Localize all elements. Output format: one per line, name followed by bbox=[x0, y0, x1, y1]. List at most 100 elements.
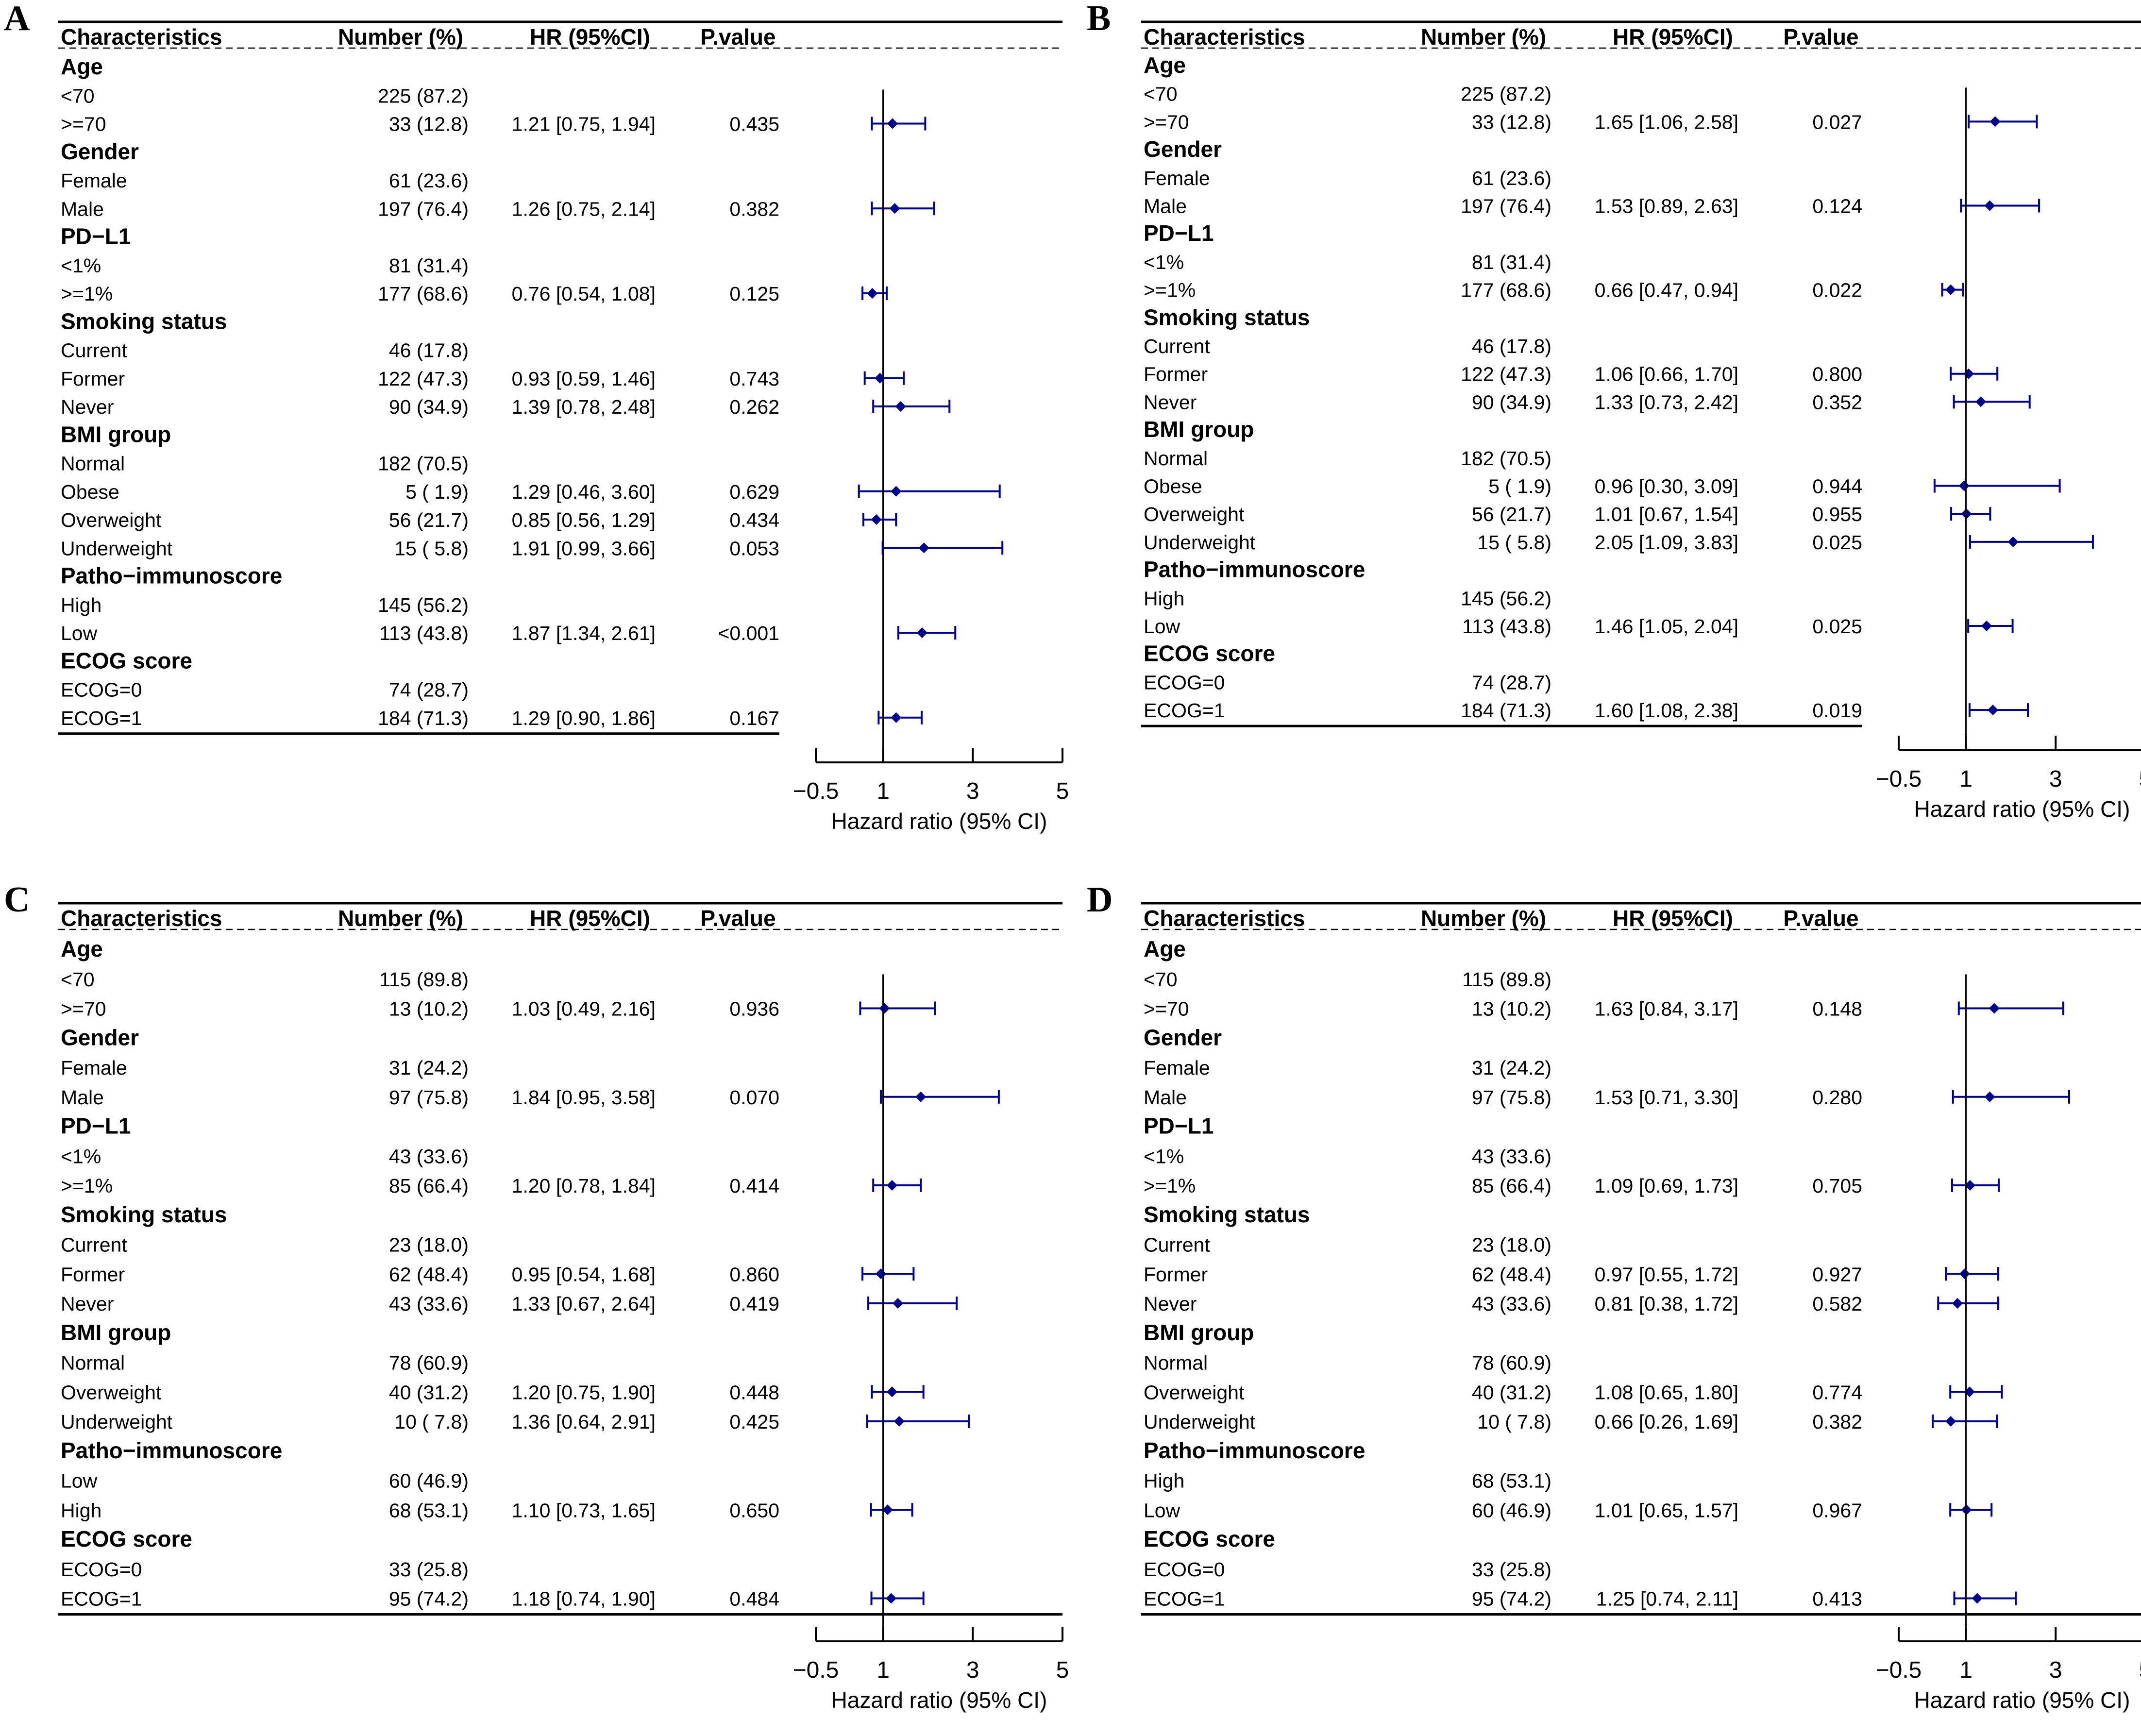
pvalue-cell: 0.019 bbox=[1812, 699, 1862, 722]
column-header: HR (95%CI) bbox=[530, 24, 650, 50]
pvalue-cell: 0.774 bbox=[1812, 1381, 1862, 1403]
number-cell: 81 (31.4) bbox=[389, 254, 469, 277]
hr-cell: 1.01 [0.65, 1.57] bbox=[1595, 1499, 1738, 1521]
group-label: PD−L1 bbox=[1144, 220, 1214, 246]
number-cell: 85 (66.4) bbox=[1472, 1175, 1551, 1197]
number-cell: 40 (31.2) bbox=[389, 1381, 469, 1403]
row-label: Never bbox=[1144, 1293, 1197, 1315]
group-label: BMI group bbox=[1144, 1320, 1254, 1345]
pvalue-cell: 0.025 bbox=[1812, 531, 1862, 554]
row-label: Current bbox=[1144, 1234, 1210, 1256]
column-header: Number (%) bbox=[338, 24, 463, 50]
x-axis-label: Hazard ratio (95% CI) bbox=[831, 809, 1047, 834]
number-cell: 46 (17.8) bbox=[1472, 335, 1551, 357]
number-cell: 31 (24.2) bbox=[389, 1057, 469, 1079]
hr-point bbox=[887, 118, 898, 129]
hr-cell: 1.26 [0.75, 2.14] bbox=[512, 198, 656, 220]
pvalue-cell: 0.936 bbox=[729, 998, 779, 1020]
group-label: Gender bbox=[1144, 1025, 1222, 1050]
row-label: Female bbox=[1144, 167, 1210, 189]
hr-cell: 0.76 [0.54, 1.08] bbox=[512, 283, 656, 305]
group-label: ECOG score bbox=[1144, 641, 1275, 666]
group-label: Smoking status bbox=[61, 308, 227, 334]
hr-cell: 1.20 [0.78, 1.84] bbox=[512, 1175, 656, 1197]
row-label: Male bbox=[1144, 1086, 1187, 1109]
row-label: Male bbox=[61, 1086, 104, 1109]
hr-point bbox=[1945, 1416, 1956, 1427]
column-header: HR (95%CI) bbox=[1613, 24, 1733, 50]
hr-point bbox=[871, 514, 882, 525]
number-cell: 95 (74.2) bbox=[389, 1588, 469, 1610]
hr-point bbox=[915, 1091, 927, 1102]
row-label: <70 bbox=[61, 84, 95, 107]
number-cell: 68 (53.1) bbox=[389, 1499, 469, 1521]
pvalue-cell: 0.743 bbox=[729, 368, 779, 390]
row-label: ECOG=0 bbox=[1144, 671, 1225, 693]
row-label: Low bbox=[61, 1470, 98, 1492]
number-cell: 78 (60.9) bbox=[389, 1352, 469, 1374]
group-label: ECOG score bbox=[61, 1526, 192, 1551]
panel-letter: A bbox=[4, 0, 30, 38]
forest-panel-b: B Characteristics Number (%) HR (95%CI) P.va… bbox=[1087, 0, 2141, 822]
number-cell: 43 (33.6) bbox=[1472, 1145, 1551, 1167]
pvalue-cell: 0.025 bbox=[1812, 615, 1862, 638]
hr-cell: 1.39 [0.78, 2.48] bbox=[512, 396, 656, 418]
pvalue-cell: 0.280 bbox=[1812, 1086, 1862, 1109]
x-tick-label: 3 bbox=[2049, 766, 2062, 792]
row-label: Male bbox=[61, 198, 104, 220]
row-label: <1% bbox=[61, 254, 101, 277]
hr-point bbox=[1952, 1298, 1963, 1309]
group-label: Patho−immunoscore bbox=[1144, 1438, 1365, 1463]
row-label: <1% bbox=[1144, 1145, 1184, 1167]
hr-point bbox=[879, 1003, 890, 1014]
number-cell: 145 (56.2) bbox=[1461, 587, 1551, 609]
number-cell: 61 (23.6) bbox=[389, 169, 469, 192]
x-tick-label: 5 bbox=[1056, 1657, 1069, 1683]
x-tick-label: 1 bbox=[1959, 766, 1972, 792]
row-label: ECOG=1 bbox=[61, 707, 142, 729]
pvalue-cell: 0.414 bbox=[729, 1175, 779, 1197]
number-cell: 62 (48.4) bbox=[1472, 1263, 1551, 1285]
hr-point bbox=[893, 1298, 904, 1309]
number-cell: 115 (89.8) bbox=[379, 968, 469, 991]
group-label: PD−L1 bbox=[61, 224, 131, 249]
pvalue-cell: 0.125 bbox=[729, 283, 779, 305]
row-label: Female bbox=[61, 1057, 127, 1079]
group-label: PD−L1 bbox=[61, 1113, 131, 1139]
row-label: Low bbox=[1144, 615, 1180, 638]
group-label: Smoking status bbox=[1144, 304, 1310, 330]
hr-cell: 0.96 [0.30, 3.09] bbox=[1595, 475, 1738, 498]
number-cell: 95 (74.2) bbox=[1472, 1588, 1551, 1610]
row-label: Current bbox=[61, 1234, 127, 1256]
number-cell: 33 (25.8) bbox=[1472, 1558, 1551, 1581]
row-label: Former bbox=[1144, 363, 1208, 386]
hr-cell: 0.97 [0.55, 1.72] bbox=[1595, 1263, 1738, 1285]
row-label: <1% bbox=[61, 1145, 101, 1167]
hr-point bbox=[1975, 396, 1987, 407]
group-label: ECOG score bbox=[61, 648, 192, 673]
number-cell: 182 (70.5) bbox=[378, 453, 469, 475]
pvalue-cell: 0.027 bbox=[1812, 111, 1862, 133]
column-header: Characteristics bbox=[61, 24, 222, 50]
hr-cell: 1.36 [0.64, 2.91] bbox=[512, 1411, 656, 1433]
number-cell: 23 (18.0) bbox=[389, 1234, 469, 1256]
number-cell: 5 ( 1.9) bbox=[1488, 475, 1551, 498]
row-label: ECOG=1 bbox=[1144, 1588, 1225, 1610]
hr-cell: 1.10 [0.73, 1.65] bbox=[512, 1499, 656, 1521]
hr-point bbox=[889, 203, 900, 214]
number-cell: 97 (75.8) bbox=[389, 1086, 469, 1109]
hr-point bbox=[886, 1593, 897, 1604]
group-label: Patho−immunoscore bbox=[61, 1438, 282, 1463]
number-cell: 115 (89.8) bbox=[1462, 968, 1551, 991]
group-label: PD−L1 bbox=[1144, 1113, 1214, 1139]
number-cell: 74 (28.7) bbox=[389, 679, 469, 701]
row-label: High bbox=[1144, 587, 1184, 609]
hr-cell: 1.91 [0.99, 3.66] bbox=[512, 537, 656, 559]
pvalue-cell: 0.382 bbox=[729, 198, 779, 220]
column-header: HR (95%CI) bbox=[1613, 906, 1733, 931]
number-cell: 40 (31.2) bbox=[1472, 1381, 1551, 1403]
hr-cell: 1.84 [0.95, 3.58] bbox=[512, 1086, 656, 1109]
hr-point bbox=[887, 1386, 898, 1398]
number-cell: 197 (76.4) bbox=[378, 198, 469, 220]
